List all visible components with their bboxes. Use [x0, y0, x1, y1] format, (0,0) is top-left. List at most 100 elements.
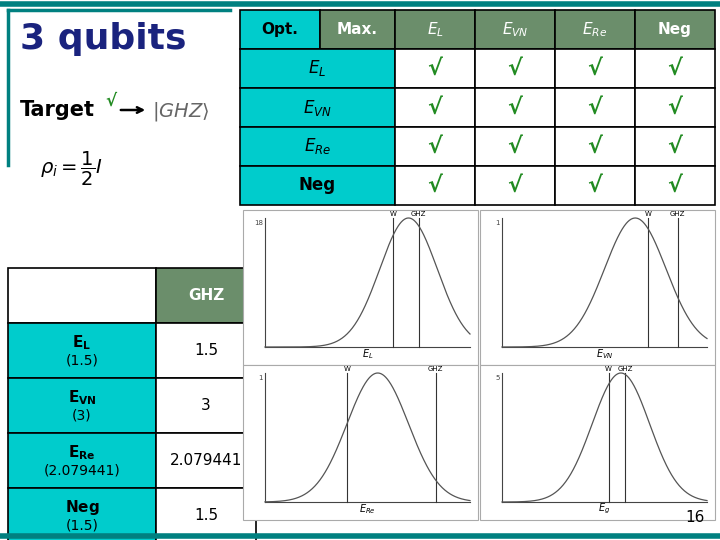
- Text: (1.5): (1.5): [66, 518, 99, 532]
- Text: Neg: Neg: [299, 177, 336, 194]
- Text: GHZ: GHZ: [670, 211, 685, 217]
- Text: $E_{VN}$: $E_{VN}$: [303, 98, 332, 118]
- Text: √: √: [428, 137, 442, 157]
- Bar: [480, 365, 715, 520]
- Text: $\mathbf{E_L}$: $\mathbf{E_L}$: [73, 333, 91, 352]
- Bar: [555, 10, 635, 49]
- Bar: [475, 10, 555, 49]
- Text: $E_{Re}$: $E_{Re}$: [304, 137, 331, 157]
- Text: 16: 16: [685, 510, 705, 525]
- Bar: [156, 488, 256, 540]
- Text: √: √: [508, 98, 523, 118]
- Text: √: √: [508, 58, 523, 78]
- Text: $\mathbf{E_{VN}}$: $\mathbf{E_{VN}}$: [68, 388, 96, 407]
- Text: GHZ: GHZ: [428, 366, 444, 372]
- Bar: [480, 210, 715, 365]
- Bar: [320, 10, 395, 49]
- Bar: [635, 127, 715, 166]
- Text: √: √: [667, 98, 683, 118]
- Bar: [8, 268, 156, 323]
- Bar: [395, 127, 475, 166]
- Text: √: √: [428, 58, 442, 78]
- Text: √: √: [105, 92, 116, 110]
- Text: 18: 18: [254, 220, 263, 226]
- Bar: [395, 88, 475, 127]
- Text: W: W: [390, 211, 397, 217]
- Text: 3 qubits: 3 qubits: [20, 22, 186, 56]
- Text: GHZ: GHZ: [617, 366, 633, 372]
- Text: W: W: [606, 366, 612, 372]
- Bar: [395, 166, 475, 205]
- Text: Max.: Max.: [337, 22, 378, 37]
- Text: Opt.: Opt.: [261, 22, 298, 37]
- Text: $E_{VN}$: $E_{VN}$: [595, 347, 613, 361]
- Text: W: W: [645, 211, 652, 217]
- Bar: [395, 10, 475, 49]
- Text: √: √: [508, 137, 523, 157]
- Text: 1: 1: [495, 220, 500, 226]
- Text: $E_{Re}$: $E_{Re}$: [582, 20, 608, 39]
- Bar: [240, 10, 320, 49]
- Bar: [240, 49, 395, 88]
- Bar: [243, 210, 478, 365]
- Text: 1.5: 1.5: [194, 508, 218, 523]
- Bar: [156, 268, 256, 323]
- Text: (1.5): (1.5): [66, 353, 99, 367]
- Bar: [635, 166, 715, 205]
- Bar: [8, 433, 156, 488]
- Text: 3: 3: [201, 398, 211, 413]
- Text: √: √: [667, 137, 683, 157]
- Bar: [240, 166, 395, 205]
- Text: 5: 5: [495, 375, 500, 381]
- Text: GHZ: GHZ: [411, 211, 426, 217]
- Text: √: √: [428, 176, 442, 195]
- Bar: [555, 88, 635, 127]
- Bar: [240, 127, 395, 166]
- Text: GHZ: GHZ: [188, 288, 224, 303]
- Text: $\rho_i = \dfrac{1}{2}I$: $\rho_i = \dfrac{1}{2}I$: [40, 150, 103, 188]
- Text: √: √: [588, 176, 603, 195]
- Bar: [555, 49, 635, 88]
- Bar: [475, 49, 555, 88]
- Bar: [8, 378, 156, 433]
- Bar: [475, 127, 555, 166]
- Text: $\mathbf{E_{Re}}$: $\mathbf{E_{Re}}$: [68, 443, 96, 462]
- Bar: [635, 49, 715, 88]
- Bar: [635, 10, 715, 49]
- Bar: [555, 127, 635, 166]
- Text: $E_L$: $E_L$: [308, 58, 327, 78]
- Text: $E_{VN}$: $E_{VN}$: [502, 20, 528, 39]
- Text: 1: 1: [258, 375, 263, 381]
- Text: (3): (3): [72, 408, 92, 422]
- Text: $|GHZ\rangle$: $|GHZ\rangle$: [152, 100, 210, 123]
- Text: √: √: [588, 137, 603, 157]
- Text: 2.079441: 2.079441: [170, 453, 242, 468]
- Bar: [156, 323, 256, 378]
- Text: √: √: [588, 98, 603, 118]
- Text: $E_g$: $E_g$: [598, 502, 611, 516]
- Text: W: W: [343, 366, 351, 372]
- Bar: [555, 166, 635, 205]
- Text: $\mathbf{Neg}$: $\mathbf{Neg}$: [65, 498, 99, 517]
- Bar: [156, 433, 256, 488]
- Bar: [395, 49, 475, 88]
- Text: $E_{Re}$: $E_{Re}$: [359, 502, 376, 516]
- Text: (2.079441): (2.079441): [44, 463, 120, 477]
- Text: √: √: [667, 58, 683, 78]
- Bar: [8, 323, 156, 378]
- Text: Neg: Neg: [658, 22, 692, 37]
- Text: $E_L$: $E_L$: [426, 20, 444, 39]
- Text: 1.5: 1.5: [194, 343, 218, 358]
- Text: √: √: [508, 176, 523, 195]
- Text: Target: Target: [20, 100, 95, 120]
- Bar: [240, 88, 395, 127]
- Bar: [475, 166, 555, 205]
- Text: √: √: [588, 58, 603, 78]
- Bar: [475, 88, 555, 127]
- Bar: [243, 365, 478, 520]
- Bar: [635, 88, 715, 127]
- Text: $E_L$: $E_L$: [361, 347, 373, 361]
- Text: √: √: [667, 176, 683, 195]
- Bar: [8, 488, 156, 540]
- Text: √: √: [428, 98, 442, 118]
